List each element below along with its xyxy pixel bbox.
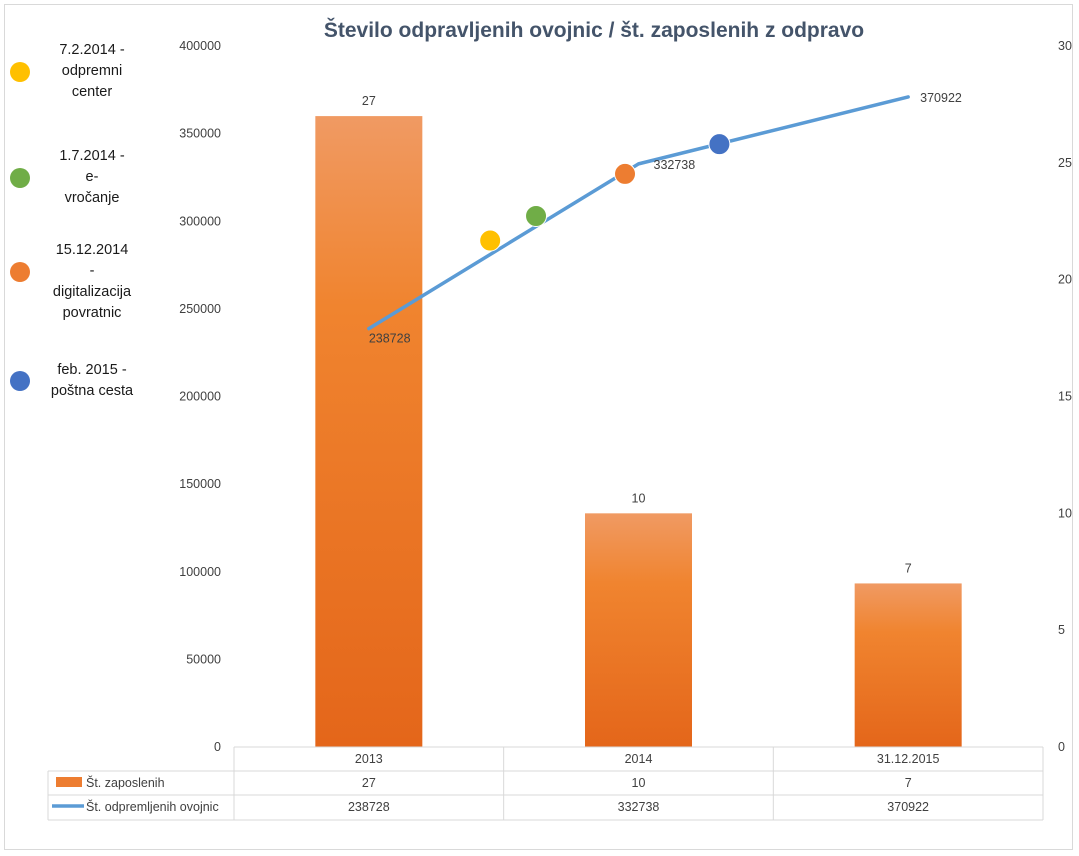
event-label: 7.2.2014 - odpremni center: [38, 40, 146, 103]
chart-frame: [4, 4, 1073, 850]
table-legend-label: Št. zaposlenih: [86, 775, 165, 790]
table-cell: 27: [362, 776, 376, 790]
bar: [585, 513, 692, 747]
event-label: feb. 2015 - poštna cesta: [38, 360, 146, 402]
table-cell: 370922: [887, 800, 929, 814]
left-y-tick-label: 300000: [179, 214, 221, 228]
left-y-axis: 0 50000 100000 150000 200000 250000 300000 3500…: [179, 39, 221, 754]
event-label-line: feb. 2015 -: [57, 362, 127, 378]
table-cell: 7: [905, 776, 912, 790]
event-label: 1.7.2014 - e-vročanje: [38, 146, 146, 209]
line-path: [367, 95, 910, 331]
event-color-dot: [10, 371, 30, 391]
left-y-tick-label: 150000: [179, 477, 221, 491]
event-marker: [479, 229, 502, 252]
right-y-tick-label: 0: [1058, 740, 1065, 754]
line-series: 238728 332738 370922: [367, 91, 962, 346]
event-color-dot: [10, 167, 30, 188]
bar-value-label: 7: [905, 561, 912, 575]
bar-value-label: 10: [632, 491, 646, 505]
bar: [315, 116, 423, 748]
table-cell: 238728: [348, 800, 390, 814]
x-category-label: 2013: [355, 752, 383, 766]
table-cell: 332738: [618, 800, 660, 814]
right-y-tick-label: 15: [1058, 390, 1072, 404]
line-value-label: 332738: [654, 158, 696, 172]
table-legend-key-bar: [56, 777, 82, 787]
right-y-tick-label: 25: [1058, 156, 1072, 170]
event-label-line: vročanje: [64, 190, 120, 206]
event-label: 15.12.2014 - digitalizacija povratnic: [38, 240, 146, 324]
x-category-label: 2014: [625, 752, 653, 766]
event-label-line: 1.7.2014 -: [59, 148, 125, 164]
table-cell: 10: [632, 776, 646, 790]
event-label-line: poštna cesta: [50, 383, 134, 399]
event-marker: [525, 204, 548, 227]
line-value-label: 238728: [369, 332, 411, 346]
event-color-dot: [10, 61, 30, 82]
table-legend-label: Št. odpremljenih ovojnic: [86, 799, 219, 814]
event-label-line: 7.2.2014 -: [59, 42, 125, 58]
bar-value-label: 27: [362, 94, 376, 108]
right-y-tick-label: 5: [1058, 623, 1065, 637]
event-label-line: povratnic: [62, 305, 122, 321]
event-markers: [479, 133, 731, 252]
event-label-line: -: [89, 263, 95, 279]
event-label-line: 15.12.2014: [55, 242, 129, 258]
left-y-tick-label: 350000: [179, 127, 221, 141]
right-y-axis: 0 5 10 15 20 25 30: [1058, 39, 1072, 754]
event-label-line: e-: [85, 169, 99, 185]
left-y-tick-label: 100000: [179, 565, 221, 579]
event-label-line: odpremni: [61, 63, 123, 79]
left-y-tick-label: 0: [214, 740, 221, 754]
chart-title: Število odpravljenih ovojnic / št. zapos…: [324, 18, 864, 42]
right-y-tick-label: 30: [1058, 39, 1072, 53]
right-y-tick-label: 20: [1058, 273, 1072, 287]
event-marker: [708, 133, 731, 156]
bar-data-labels: 27 10 7: [362, 94, 912, 575]
left-y-tick-label: 200000: [179, 390, 221, 404]
bar: [854, 583, 962, 747]
left-y-tick-label: 50000: [186, 652, 221, 666]
event-color-dot: [10, 262, 30, 282]
event-marker: [614, 162, 637, 185]
x-category-label: 31.12.2015: [877, 752, 940, 766]
left-y-tick-label: 400000: [179, 39, 221, 53]
left-y-tick-label: 250000: [179, 302, 221, 316]
event-legend: 7.2.2014 - odpremni center 1.7.2014 - e-vroč…: [0, 0, 150, 420]
right-y-tick-label: 10: [1058, 506, 1072, 520]
line-value-label: 370922: [920, 91, 962, 105]
event-label-line: center: [71, 84, 113, 100]
data-table: 2013 2014 31.12.2015 Št. zaposlenih 27 10 7 Št.…: [47, 746, 1044, 821]
bar-series: [315, 116, 962, 748]
event-label-line: digitalizacija: [52, 284, 132, 300]
